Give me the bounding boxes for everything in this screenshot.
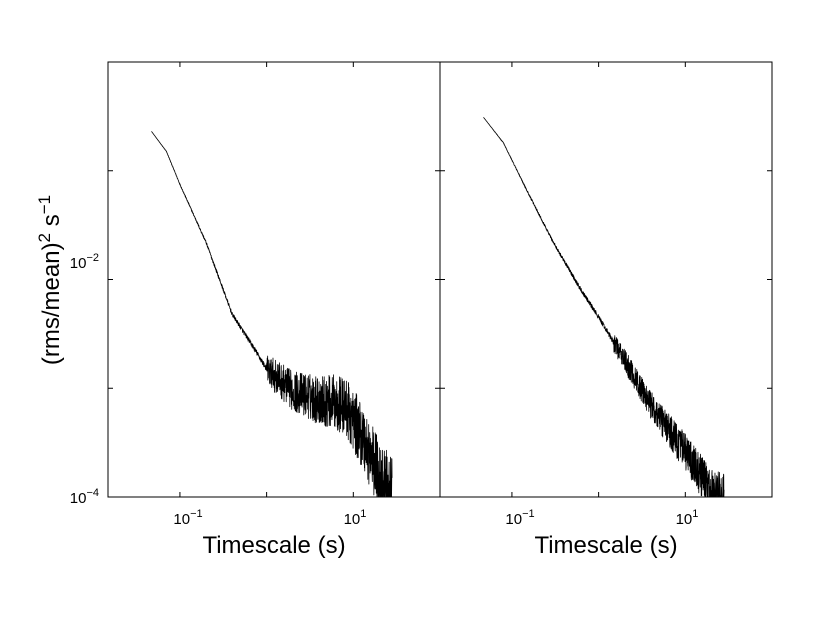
left-panel: 10−1 101 10−2 10−4 Timescale (s) (rms/me… [35,61,441,559]
left-series-line [151,131,393,498]
right-xtick-label-2: 101 [676,508,699,528]
y-axis-label: (rms/mean)2 s−1 [35,195,65,365]
left-xtick-label-2: 101 [344,508,367,528]
ytick-label-1: 10−2 [70,252,99,272]
right-panel: 10−1 101 Timescale (s) [439,61,773,559]
right-xtick-label-1: 10−1 [505,508,534,528]
right-series-line [483,117,725,498]
ytick-label-2: 10−4 [70,487,99,507]
right-x-axis-label: Timescale (s) [534,532,677,559]
left-x-axis-label: Timescale (s) [202,532,345,559]
left-axis-ticks [108,61,441,498]
left-axes-frame [107,61,441,498]
left-xtick-label-1: 10−1 [173,508,202,528]
right-axis-ticks [440,61,773,498]
right-axes-frame [439,61,773,498]
